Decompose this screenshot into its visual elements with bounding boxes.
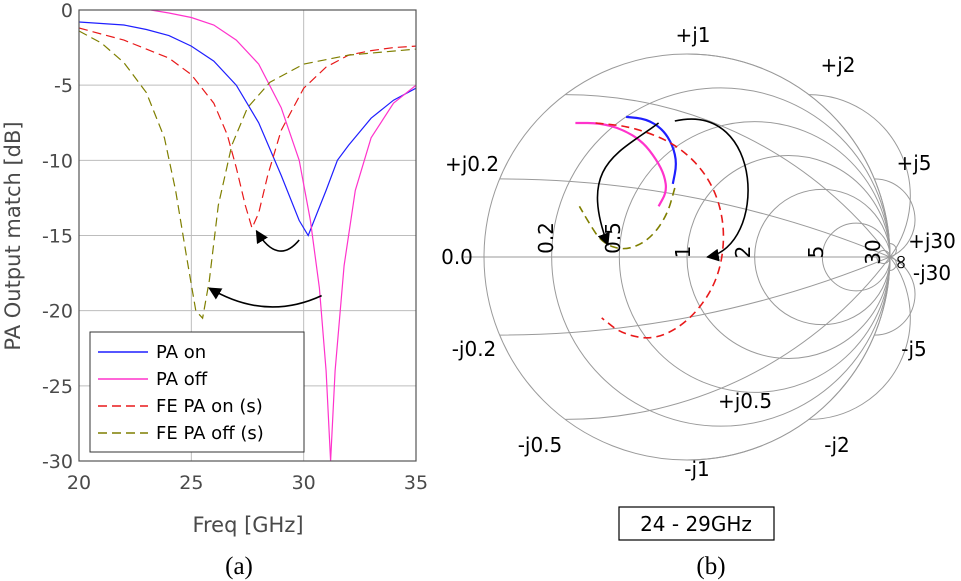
series-line-2 bbox=[79, 27, 416, 230]
y-tick-label: -30 bbox=[42, 451, 73, 473]
x-axis-label: Freq [GHz] bbox=[192, 513, 303, 537]
frequency-label: 24 - 29GHz bbox=[640, 512, 752, 536]
legend-label: PA off bbox=[156, 369, 208, 390]
smith-annotation-arrow bbox=[596, 122, 660, 247]
resistance-label: 30 bbox=[861, 239, 885, 264]
x-tick-label: 20 bbox=[67, 472, 91, 494]
reactance-label-top: +j1 bbox=[675, 23, 710, 47]
reactance-arc bbox=[808, 256, 911, 420]
smith-trace-1 bbox=[575, 121, 667, 207]
reactance-arc bbox=[889, 256, 897, 272]
legend-label: FE PA off (s) bbox=[156, 423, 264, 444]
smith-trace-2 bbox=[595, 122, 725, 339]
reactance-label-bottom: -j0.5 bbox=[518, 433, 563, 457]
annotation-arrow bbox=[255, 229, 300, 252]
reactance-arc bbox=[565, 256, 891, 420]
y-axis-label: PA Output match [dB] bbox=[1, 121, 25, 350]
x-tick-label: 30 bbox=[292, 472, 316, 494]
resistance-label: 5 bbox=[804, 246, 828, 259]
reactance-arc bbox=[499, 178, 891, 258]
panel-caption-a: (a) bbox=[225, 553, 253, 580]
reactance-label-bottom: -j2 bbox=[824, 433, 850, 457]
reactance-arc bbox=[686, 53, 891, 258]
resistance-label: 2 bbox=[731, 246, 755, 259]
y-tick-label: -25 bbox=[42, 376, 73, 398]
legend: PA on PA off FE PA on (s) FE PA off (s) bbox=[89, 331, 305, 453]
series-line-0 bbox=[79, 21, 416, 237]
smith-chart: 0.00.2 0.5 1 2 5 30+j0.2+j0.5+j1+j2+j5+j30-j0… bbox=[441, 23, 956, 580]
reactance-arc bbox=[874, 178, 916, 258]
smith-annotation-arrows bbox=[596, 118, 749, 262]
reactance-arc bbox=[686, 256, 891, 461]
legend-label: FE PA on (s) bbox=[156, 396, 263, 417]
reactance-label-bottom: -j5 bbox=[901, 337, 927, 361]
reactance-arc bbox=[808, 94, 911, 258]
smith-labels: 0.00.2 0.5 1 2 5 30+j0.2+j0.5+j1+j2+j5+j30-j0… bbox=[441, 23, 956, 481]
smith-trace-0 bbox=[625, 115, 677, 185]
reactance-label-top: +j5 bbox=[896, 151, 931, 175]
smith-grid bbox=[464, 53, 916, 461]
reactance-label-top: +j30 bbox=[908, 229, 956, 253]
series-line-3 bbox=[79, 30, 416, 320]
x-tick-label: 35 bbox=[404, 472, 428, 494]
reactance-label-top: +j2 bbox=[820, 53, 855, 77]
tick-labels: 20 25 30 35 0 -5 -10 -15 -20 -25 -30 bbox=[42, 0, 428, 494]
return-loss-chart: 20 25 30 35 0 -5 -10 -15 -20 -25 -30 PA on PA off FE… bbox=[1, 0, 428, 580]
x-tick-label: 25 bbox=[179, 472, 203, 494]
y-tick-label: -20 bbox=[42, 301, 73, 323]
legend-label: PA on bbox=[156, 342, 206, 363]
annotation-arrow bbox=[208, 287, 322, 308]
reactance-arc bbox=[499, 256, 891, 336]
smith-trace-3 bbox=[578, 187, 676, 250]
reactance-label-bottom: -j30 bbox=[913, 261, 951, 285]
y-tick-label: -15 bbox=[42, 226, 73, 248]
resistance-label: 0.0 bbox=[441, 245, 473, 269]
resistance-label: 1 bbox=[671, 246, 695, 259]
reactance-label-bottom: -j1 bbox=[684, 457, 710, 481]
smith-traces bbox=[575, 115, 725, 339]
smith-annotation-arrow bbox=[674, 118, 749, 262]
y-tick-label: 0 bbox=[61, 0, 73, 22]
frequency-box bbox=[618, 506, 775, 541]
infinity-label: ∞ bbox=[888, 254, 912, 271]
reactance-arc bbox=[565, 94, 891, 258]
reactance-arc bbox=[889, 242, 897, 258]
reactance-arc bbox=[874, 256, 916, 336]
y-tick-label: -5 bbox=[54, 75, 73, 97]
resistance-label: 0.2 bbox=[534, 222, 558, 254]
reactance-label-top: +j0.5 bbox=[718, 389, 772, 413]
annotation-arrows bbox=[208, 229, 322, 308]
panel-caption-b: (b) bbox=[696, 553, 725, 580]
y-tick-label: -10 bbox=[42, 150, 73, 172]
reactance-label-top: +j0.2 bbox=[445, 152, 499, 176]
plot-frame bbox=[78, 9, 417, 462]
reactance-label-bottom: -j0.2 bbox=[452, 337, 497, 361]
series-line-1 bbox=[150, 10, 416, 461]
series-lines bbox=[79, 10, 416, 461]
